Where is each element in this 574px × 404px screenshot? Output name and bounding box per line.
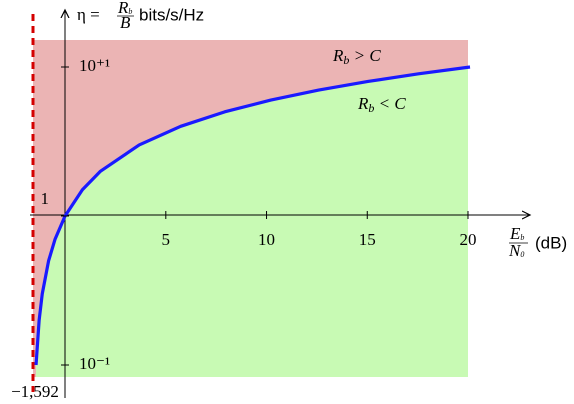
data-line [34, 65, 471, 366]
region-above [33, 40, 471, 377]
x-label-den: N0 [508, 241, 524, 260]
y-tick-label: 1 [41, 189, 50, 208]
region-label-sub: b [343, 53, 349, 67]
region-label-sub: b [368, 101, 374, 115]
x-tick-label: 20 [460, 230, 477, 249]
y-label-prefix: η = [77, 5, 100, 24]
x-tick-label: 5 [162, 230, 171, 249]
regions [33, 40, 471, 377]
region-label-rest: < C [374, 94, 406, 113]
x-label-num-sub: b [520, 233, 524, 242]
x-label-den-sub: 0 [520, 250, 524, 259]
y-label-num: Rb [117, 0, 132, 17]
region-label-main: R [332, 46, 344, 65]
x-label-den-main: N [508, 241, 522, 260]
shannon-limit-label: −1,592 [11, 382, 59, 401]
region-below [36, 67, 471, 377]
x-tick-label: 10 [258, 230, 275, 249]
x-label-num: Eb [509, 224, 524, 243]
y-tick-label: 10⁺¹ [79, 56, 110, 75]
x-tick-label: 15 [359, 230, 376, 249]
x-label-unit: (dB) [535, 233, 567, 252]
region-label-main: R [357, 94, 369, 113]
y-label-unit: bits/s/Hz [139, 5, 204, 24]
region-label-rest: > C [349, 46, 381, 65]
region-label: Rb > C [332, 46, 381, 67]
y-tick-label: 10⁻¹ [79, 354, 110, 373]
y-label-num-sub: b [128, 7, 132, 16]
x-label-num-main: E [509, 224, 521, 243]
y-label-den: B [120, 13, 131, 32]
y-label-num-main: R [117, 0, 129, 17]
region-label: Rb < C [357, 94, 406, 115]
